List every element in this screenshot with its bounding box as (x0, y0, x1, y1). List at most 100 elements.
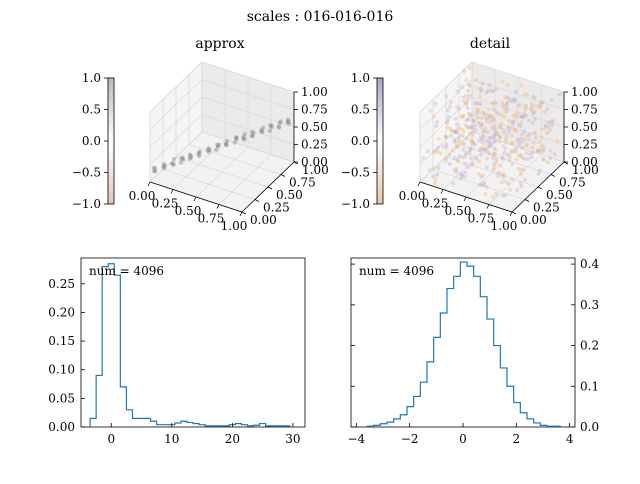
scatter-point (436, 165, 441, 170)
scatter-point (492, 140, 496, 145)
y-tick-label: 0.75 (559, 176, 586, 190)
scatter-point (444, 135, 449, 140)
scatter-point (477, 138, 482, 143)
scatter-point (498, 135, 502, 140)
scatter-point (502, 106, 507, 111)
scatter-point (431, 174, 436, 179)
scatter-point (501, 144, 506, 149)
scatter-point (524, 143, 529, 148)
scatter-point (479, 88, 483, 93)
scatter-point (520, 145, 525, 150)
scatter-point (454, 122, 459, 127)
y-tick-label: 0.3 (580, 298, 599, 312)
scatter-point (511, 113, 516, 118)
scatter-point (494, 87, 499, 92)
scatter-point (467, 111, 472, 116)
scatter-point (510, 141, 515, 146)
scatter-point (467, 82, 472, 87)
scatter-point (514, 146, 519, 151)
x-tick-label: 0.25 (422, 197, 449, 211)
x-tick (463, 196, 467, 202)
scatter-point (532, 117, 537, 122)
scatter-point (492, 133, 497, 138)
panel-detail: detail 1.00.50.0−0.5−1.0 0.000.250.500.7… (341, 36, 599, 233)
scatter-point (493, 127, 497, 132)
scatter-point (421, 156, 426, 160)
scatter-point (452, 139, 457, 144)
scatter-point (522, 138, 527, 142)
scatter-point (530, 104, 535, 109)
grid-y (162, 99, 256, 200)
detail-3d-axes: 0.000.250.500.751.00 0.000.250.500.751.00… (399, 61, 599, 233)
scatter-point (480, 122, 485, 127)
scatter-point (465, 106, 470, 111)
y-tick (550, 174, 556, 177)
y-tick-label: 0.4 (580, 257, 599, 271)
histogram-left: 0 10 20 30 0.00 0.05 0.10 0.15 0.20 0.25 num = 409… (48, 257, 306, 446)
scatter-point (524, 151, 529, 156)
x-tick-label: 0 (459, 432, 467, 446)
scatter-point (466, 112, 471, 117)
scatter-point (516, 137, 521, 142)
scatter-point (489, 143, 494, 148)
scatter-point (523, 177, 528, 182)
scatter-point (445, 125, 450, 130)
scatter-point (431, 114, 436, 119)
y-tick (511, 211, 517, 215)
scatter-point (546, 160, 550, 165)
y-tick (267, 186, 273, 190)
scatter-point (541, 148, 546, 153)
scatter-point (216, 142, 221, 148)
scatter-point (535, 148, 540, 153)
x-tick-label: 30 (285, 432, 300, 446)
scatter-point (481, 134, 486, 139)
x-tick-label: 2 (513, 432, 521, 446)
scatter-point (484, 185, 489, 189)
scatter-point (196, 152, 201, 157)
y-tick (524, 199, 530, 202)
scatter-point (529, 108, 534, 113)
grid-y (458, 74, 552, 175)
scatter-point (522, 92, 527, 97)
y-tick-label: 1.00 (302, 163, 329, 177)
colorbar-tick-label: 1.0 (82, 71, 101, 85)
scatter-point (509, 133, 514, 138)
scatter-point (454, 166, 459, 171)
y-tick-label: 0.2 (580, 339, 599, 353)
scatter-point (466, 117, 471, 122)
scatter-point (481, 111, 486, 116)
colorbar-bar (376, 77, 384, 205)
scatter-point (494, 157, 499, 162)
approx-colorbar: 1.0 0.5 0.0 −0.5 −1.0 (72, 71, 115, 211)
scatter-point (436, 145, 440, 150)
grid-y (471, 62, 565, 163)
scatter-point (172, 156, 177, 162)
scatter-point (486, 143, 491, 148)
scatter-point (452, 168, 457, 173)
scatter-point (478, 124, 483, 129)
scatter-point (464, 93, 469, 98)
scatter-point (539, 135, 544, 140)
scatter-point (285, 117, 291, 122)
scatter-point (531, 95, 536, 99)
scatter-point (505, 101, 510, 106)
scatter-point (458, 132, 463, 137)
scatter-point (171, 161, 176, 166)
scatter-point (510, 120, 515, 124)
scatter-point (490, 115, 495, 120)
scatter-point (548, 156, 553, 161)
grid-y (201, 62, 295, 163)
annotation-num: num = 4096 (89, 264, 164, 278)
scatter-point (451, 181, 456, 186)
scatter-point (527, 132, 532, 137)
scatter-point (180, 157, 186, 162)
x-tick (216, 204, 220, 209)
scatter-point (518, 153, 523, 157)
scatter-point (178, 160, 184, 165)
scatter-point (487, 114, 492, 119)
x-tick (509, 211, 513, 217)
scatter-point (505, 83, 510, 88)
scatter-point (552, 152, 557, 157)
scatter-point (509, 149, 514, 154)
scatter-point (500, 79, 505, 84)
